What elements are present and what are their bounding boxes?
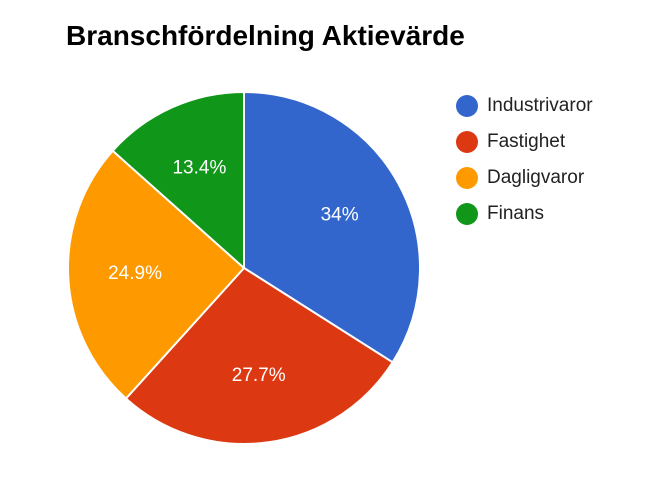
pie-slice-finans[interactable] (111, 91, 245, 269)
legend-item-finans[interactable]: Finans (456, 196, 593, 232)
pie-slice-industrivaror[interactable] (243, 91, 421, 364)
legend-swatch (456, 131, 478, 153)
slice-label-dagligvaror: 24.9% (108, 263, 162, 284)
pie-slice-dagligvaror[interactable] (67, 149, 245, 400)
legend-item-fastighet[interactable]: Fastighet (456, 124, 593, 160)
legend-label: Dagligvaror (487, 167, 585, 188)
legend-label: Fastighet (487, 131, 566, 152)
slice-label-industrivaror: 34% (321, 204, 359, 225)
legend-label: Industrivaror (487, 95, 593, 116)
chart-title: Branschfördelning Aktievärde (66, 20, 465, 51)
legend-swatch (456, 203, 478, 225)
legend-item-dagligvaror[interactable]: Dagligvaror (456, 160, 593, 196)
legend-label: Finans (487, 203, 545, 224)
slice-label-fastighet: 27.7% (232, 365, 286, 386)
legend-swatch (456, 95, 478, 117)
slice-label-finans: 13.4% (172, 157, 226, 178)
legend-item-industrivaror[interactable]: Industrivaror (456, 88, 593, 124)
legend-swatch (456, 167, 478, 189)
pie-slice-fastighet[interactable] (124, 267, 394, 445)
legend: Industrivaror Fastighet Dagligvaror Finans (456, 88, 593, 232)
